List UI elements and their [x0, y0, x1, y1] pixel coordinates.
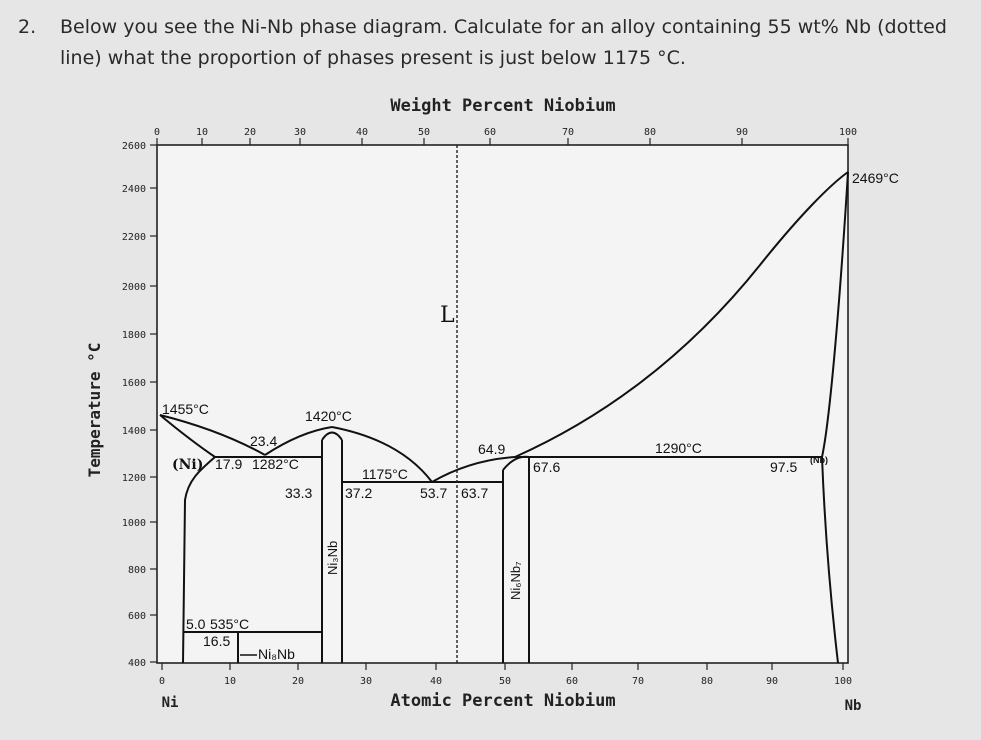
- eutectic2-temp-label: 1175°C: [362, 466, 408, 482]
- bottom-tick: 70: [632, 676, 644, 687]
- top-tick: 100: [839, 127, 857, 138]
- question-line-2: line) what the proportion of phases pres…: [60, 47, 686, 69]
- ni-phase-label: (Ni): [172, 457, 203, 473]
- liquidus-ni: [159, 414, 266, 456]
- eutectic1-e-label: 23.4: [250, 433, 277, 449]
- liquid-label: L: [440, 303, 455, 328]
- bottom-tick: 40: [430, 676, 442, 687]
- solidus-nb: [821, 171, 849, 458]
- top-tick: 90: [736, 127, 748, 138]
- top-tick: 0: [154, 127, 160, 138]
- eutectic2-ni6nb7-label: 63.7: [461, 485, 488, 501]
- bottom-tick: 20: [292, 676, 304, 687]
- y-tick-marks: [150, 144, 157, 663]
- top-tick-labels: 0 10 20 30 40 50 60 70 80 90 100: [154, 127, 857, 138]
- liquidus-ni6nb7: [431, 456, 516, 483]
- bottom-tick-labels: 0 10 20 30 40 50 60 70 80 90 100: [159, 676, 852, 687]
- y-tick: 2400: [122, 184, 146, 195]
- bottom-axis-title: Atomic Percent Niobium: [390, 691, 615, 711]
- bottom-tick: 50: [499, 676, 511, 687]
- top-tick: 20: [244, 127, 256, 138]
- bottom-tick-marks: [161, 663, 844, 670]
- peritectic-nb-label: 97.5: [770, 459, 797, 475]
- top-tick-marks: [156, 138, 849, 145]
- diagram-labels: L 1455°C 2469°C 1420°C 23.4 (Ni) 17.9 12…: [162, 170, 899, 662]
- ni8nb-phase-label: Ni₈Nb: [258, 646, 295, 662]
- bottom-tick: 90: [766, 676, 778, 687]
- y-tick: 1800: [122, 330, 146, 341]
- y-tick: 800: [128, 565, 146, 576]
- bottom-tick: 0: [159, 676, 165, 687]
- question-number: 2.: [18, 16, 37, 38]
- left-element-label: Ni: [162, 695, 179, 711]
- liquidus-nb: [514, 171, 849, 458]
- top-tick: 30: [294, 127, 306, 138]
- top-axis-title: Weight Percent Niobium: [390, 96, 615, 116]
- y-tick: 2200: [122, 232, 146, 243]
- y-axis-title: Temperature °C: [85, 343, 104, 478]
- bottom-tick: 80: [701, 676, 713, 687]
- ni8nb-left-label: 5.0: [186, 616, 206, 632]
- liquidus-ni3nb-left: [264, 426, 333, 456]
- solvus-nb: [821, 456, 839, 664]
- y-tick: 600: [128, 611, 146, 622]
- ni8nb-temp-label: 535°C: [210, 616, 249, 632]
- eutectic1-ni3nb-label: 33.3: [285, 485, 312, 501]
- ni8nb-right-label: 16.5: [203, 633, 230, 649]
- bottom-tick: 60: [566, 676, 578, 687]
- y-tick: 1000: [122, 518, 146, 529]
- bottom-tick: 100: [834, 676, 852, 687]
- question-line-1: Below you see the Ni-Nb phase diagram. C…: [60, 16, 947, 38]
- y-tick: 2600: [122, 141, 146, 152]
- peritectic-liquid-label: 64.9: [478, 441, 505, 457]
- bottom-tick: 10: [224, 676, 236, 687]
- solidus-ni: [159, 414, 216, 458]
- y-tick: 400: [128, 658, 146, 669]
- peritectic-temp-label: 1290°C: [655, 440, 702, 456]
- eutectic2-ni3nb-label: 37.2: [345, 485, 372, 501]
- nb-phase-label: (Nb): [810, 455, 828, 465]
- ni3nb-top: [321, 431, 343, 441]
- nb-melt-label: 2469°C: [852, 170, 899, 186]
- y-tick-labels: 2600 2400 2200 2000 1800 1600 1400 1200 …: [122, 141, 146, 669]
- top-tick: 50: [418, 127, 430, 138]
- isotherms: [215, 456, 822, 483]
- y-tick: 2000: [122, 282, 146, 293]
- peritectic-ni6nb7-label: 67.6: [533, 459, 560, 475]
- top-tick: 40: [356, 127, 368, 138]
- phase-boundaries: [159, 171, 849, 664]
- eutectic2-e-label: 53.7: [420, 485, 447, 501]
- top-tick: 60: [484, 127, 496, 138]
- right-element-label: Nb: [845, 698, 862, 714]
- eutectic1-ni-label: 17.9: [215, 456, 242, 472]
- top-tick: 70: [562, 127, 574, 138]
- top-tick: 10: [196, 127, 208, 138]
- eutectic1-temp-label: 1282°C: [252, 456, 299, 472]
- y-tick: 1200: [122, 473, 146, 484]
- liquidus-ni3nb-right: [331, 426, 433, 483]
- y-tick: 1400: [122, 426, 146, 437]
- solvus-ni: [182, 456, 216, 664]
- top-tick: 80: [644, 127, 656, 138]
- ni3nb-melt-label: 1420°C: [305, 408, 352, 424]
- ni6nb7-phase-label: Ni₆Nb₇: [508, 561, 523, 600]
- y-tick: 1600: [122, 378, 146, 389]
- bottom-tick: 30: [360, 676, 372, 687]
- ni3nb-phase-label: Ni₃Nb: [325, 541, 340, 575]
- ni-melt-label: 1455°C: [162, 401, 209, 417]
